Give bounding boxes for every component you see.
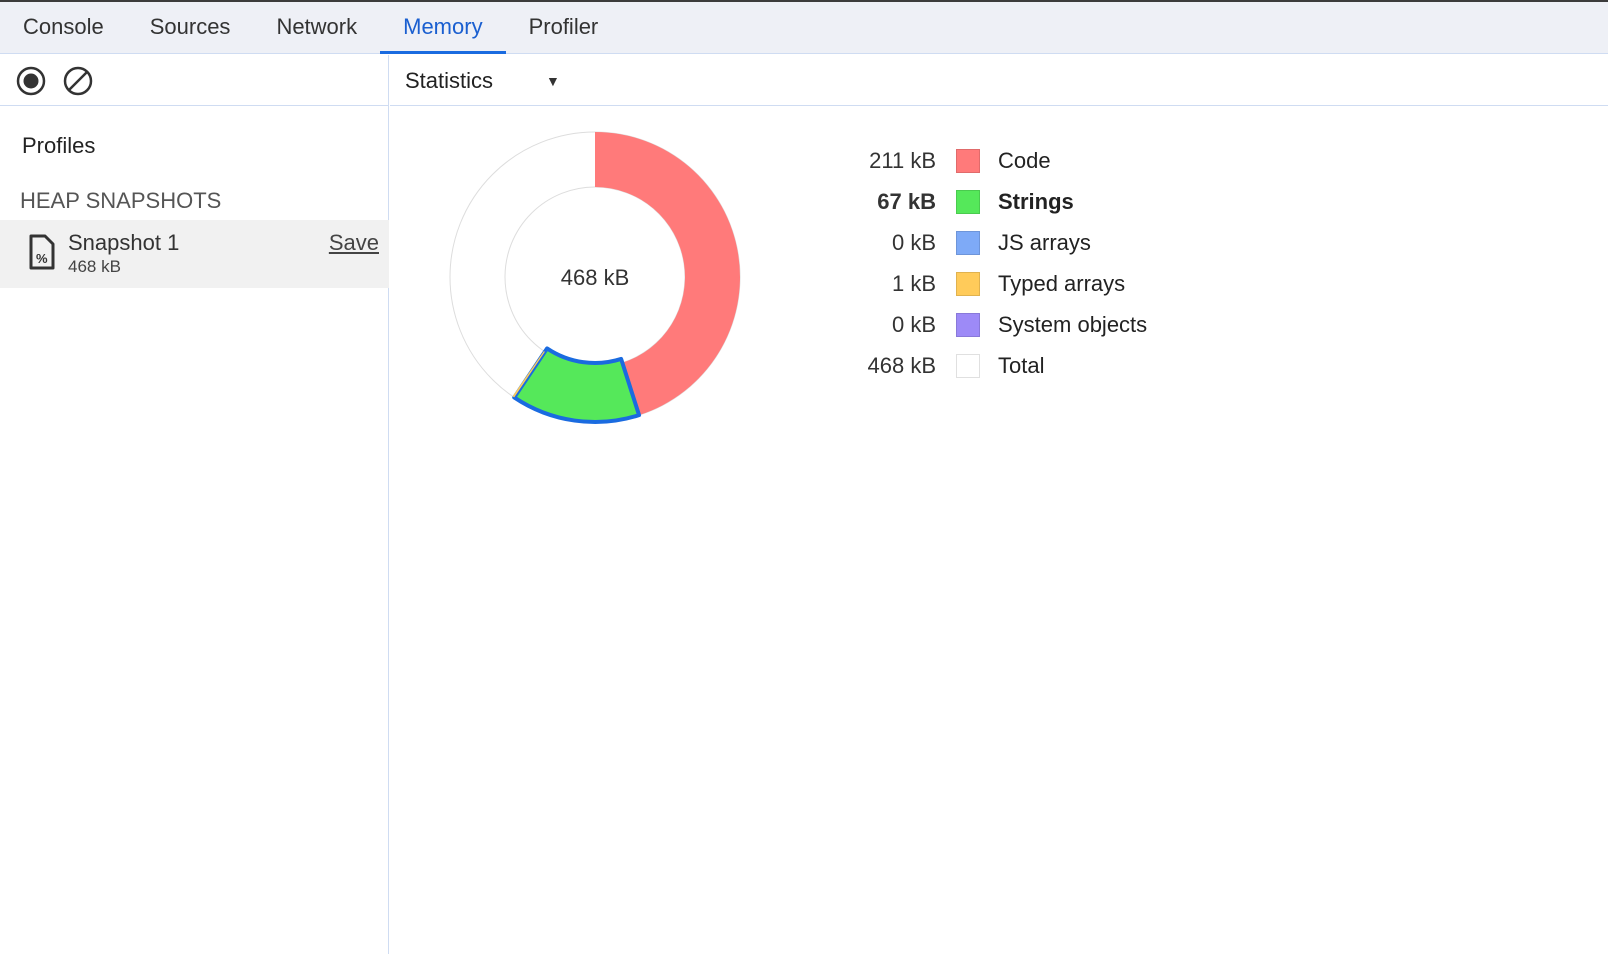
tab-memory[interactable]: Memory	[380, 2, 506, 54]
legend-value: 0 kB	[891, 229, 936, 255]
window-top-border	[0, 0, 1608, 2]
legend-label: Strings	[998, 188, 1074, 214]
donut-slice-strings[interactable]	[512, 346, 642, 424]
legend-row-total: 468 kB Total	[840, 345, 1147, 386]
snapshot-size: 468 kB	[68, 257, 121, 276]
dropdown-arrow-icon: ▼	[546, 73, 560, 89]
tab-network[interactable]: Network	[276, 14, 358, 39]
legend-value: 1 kB	[891, 270, 936, 296]
clear-icon[interactable]	[63, 66, 93, 96]
legend-value: 211 kB	[869, 147, 936, 173]
legend-swatch	[956, 189, 980, 214]
heap-snapshots-section: HEAP SNAPSHOTS	[20, 188, 222, 213]
statistics-donut-chart: 468 kB	[449, 131, 741, 424]
view-toolbar: Statistics ▼	[390, 55, 1608, 106]
legend-row-system-objects: 0 kB System objects	[840, 304, 1147, 345]
legend-label: Total	[998, 352, 1045, 378]
svg-text:%: %	[36, 251, 48, 266]
snapshot-name: Snapshot 1	[68, 230, 180, 255]
legend-swatch	[956, 271, 980, 296]
profiles-heading: Profiles	[22, 133, 96, 158]
tab-profiler[interactable]: Profiler	[528, 14, 599, 39]
legend-swatch	[956, 148, 980, 173]
donut-slice-code[interactable]	[595, 132, 740, 416]
save-snapshot-link[interactable]: Save	[328, 230, 379, 255]
legend-swatch	[956, 230, 980, 255]
view-select-value: Statistics	[405, 68, 494, 93]
legend-row-js-arrays: 0 kB JS arrays	[840, 222, 1147, 263]
heap-snapshot-file-icon: %	[29, 234, 55, 270]
legend-label: Typed arrays	[998, 270, 1126, 296]
legend-swatch	[956, 353, 980, 378]
snapshot-item[interactable]: % Snapshot 1 468 kB Save	[0, 220, 389, 288]
legend-swatch	[956, 312, 980, 337]
profiles-sidebar: Profiles HEAP SNAPSHOTS % Snapshot 1 468…	[0, 55, 389, 954]
record-icon[interactable]	[16, 66, 46, 96]
legend-label: JS arrays	[998, 229, 1091, 255]
legend-value: 67 kB	[877, 188, 936, 214]
devtools-tab-bar: Console Sources Network Memory Profiler	[0, 2, 1608, 54]
legend-label: Code	[998, 147, 1051, 173]
legend-label: System objects	[998, 311, 1148, 337]
legend-row-strings: 67 kB Strings	[840, 181, 1147, 222]
donut-center-label: 468 kB	[561, 265, 630, 290]
legend-row-typed-arrays: 1 kB Typed arrays	[840, 263, 1147, 304]
legend-row-code: 211 kB Code	[840, 140, 1147, 181]
tab-console[interactable]: Console	[23, 14, 104, 39]
sidebar-toolbar	[0, 55, 388, 106]
statistics-legend: 211 kB Code 67 kB Strings 0 kB JS arrays 1 kB T…	[840, 140, 1147, 386]
tab-sources[interactable]: Sources	[149, 14, 231, 39]
donut-slice-typed-arrays[interactable]	[512, 351, 545, 398]
legend-value: 0 kB	[891, 311, 936, 337]
legend-value: 468 kB	[867, 352, 937, 378]
